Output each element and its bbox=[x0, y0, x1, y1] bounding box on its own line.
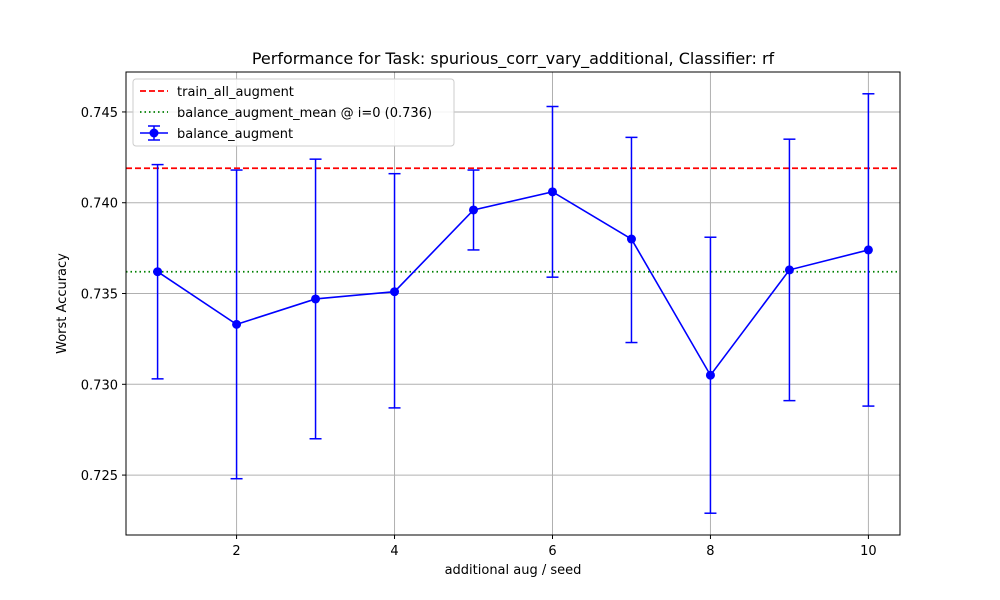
x-axis-label: additional aug / seed bbox=[445, 563, 582, 578]
data-point bbox=[547, 187, 557, 197]
series-balance-augment bbox=[153, 187, 873, 380]
y-tick-label: 0.725 bbox=[81, 469, 118, 484]
legend-swatch-marker bbox=[149, 128, 159, 138]
y-axis-label: Worst Accuracy bbox=[55, 253, 70, 354]
data-point bbox=[863, 245, 873, 255]
chart-title: Performance for Task: spurious_corr_vary… bbox=[252, 49, 775, 69]
legend-label-train-all-augment: train_all_augment bbox=[177, 85, 294, 100]
y-tick-label: 0.745 bbox=[81, 106, 118, 121]
legend-label-balance-augment: balance_augment bbox=[177, 127, 293, 142]
x-tick-label: 2 bbox=[232, 544, 240, 559]
axis-ticks: 2 4 6 8 10 0.725 0.730 0.735 0.740 0.745 bbox=[81, 106, 877, 559]
data-point bbox=[232, 319, 242, 329]
y-tick-label: 0.740 bbox=[81, 197, 118, 212]
y-tick-label: 0.735 bbox=[81, 288, 118, 303]
series-line bbox=[157, 190, 869, 377]
data-point bbox=[705, 370, 715, 380]
y-tick-label: 0.730 bbox=[81, 378, 118, 393]
reference-lines bbox=[126, 167, 900, 273]
legend-label-balance-augment-mean: balance_augment_mean @ i=0 (0.736) bbox=[177, 106, 432, 121]
x-tick-label: 10 bbox=[860, 544, 877, 559]
data-point bbox=[390, 287, 400, 297]
legend-box bbox=[132, 78, 455, 147]
data-point bbox=[153, 267, 163, 277]
data-point bbox=[784, 265, 794, 275]
x-tick-label: 6 bbox=[548, 544, 556, 559]
x-tick-label: 8 bbox=[706, 544, 714, 559]
x-tick-label: 4 bbox=[390, 544, 398, 559]
data-point bbox=[626, 234, 636, 244]
legend: train_all_augment balance_augment_mean @… bbox=[132, 78, 455, 147]
data-point bbox=[311, 294, 321, 304]
plot-frame bbox=[125, 71, 901, 536]
data-point bbox=[469, 205, 479, 215]
